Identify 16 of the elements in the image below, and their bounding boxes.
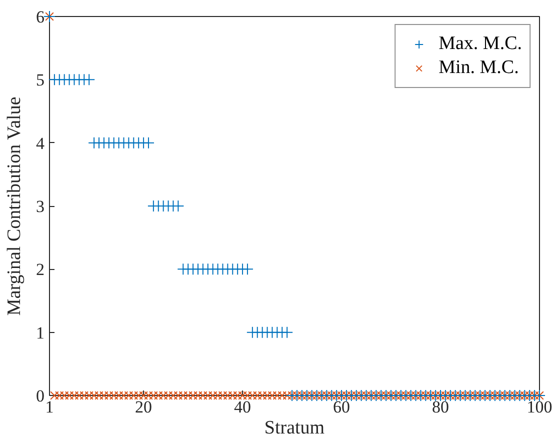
legend-label: Max. M.C. (438, 33, 522, 55)
y-tick-label: 0 (36, 386, 44, 406)
y-tick-label: 1 (36, 323, 44, 342)
y-axis-title: Marginal Contribution Value (4, 96, 25, 316)
x-tick-label: 80 (432, 398, 450, 416)
legend-label: Min. M.C. (438, 57, 519, 79)
y-tick-label: 4 (36, 134, 45, 153)
x-axis-title: Stratum (264, 418, 325, 438)
x-tick-label: 60 (333, 398, 350, 416)
y-tick-label: 5 (36, 70, 44, 90)
y-tick-label: 6 (36, 8, 44, 26)
x-tick-label: 100 (526, 398, 552, 416)
y-tick-label: 3 (36, 197, 44, 216)
y-tick-label: 2 (36, 260, 44, 280)
x-tick-label: 40 (234, 398, 252, 416)
x-tick-label: 20 (135, 398, 152, 416)
